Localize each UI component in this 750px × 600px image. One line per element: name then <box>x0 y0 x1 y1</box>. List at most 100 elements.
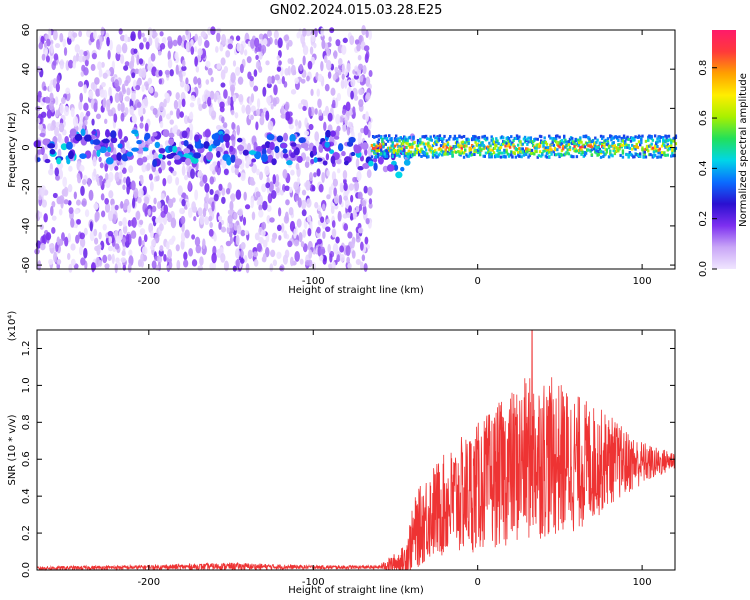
heatmap-cell <box>310 88 314 97</box>
heatmap-cell <box>50 43 54 54</box>
heatmap-cell <box>70 243 76 251</box>
heatmap-cell <box>587 148 590 152</box>
heatmap-cell <box>209 221 213 229</box>
heatmap-cell <box>341 73 345 80</box>
heatmap-cell <box>168 238 175 245</box>
heatmap-cell <box>650 142 653 146</box>
heatmap-cell <box>247 156 252 165</box>
heatmap-cell <box>184 229 190 239</box>
heatmap-cell <box>164 69 170 75</box>
heatmap-cell <box>160 160 166 171</box>
heatmap-cell <box>666 153 670 157</box>
heatmap-cell <box>317 73 323 82</box>
heatmap-cell <box>650 135 653 139</box>
heatmap-cell <box>278 234 282 241</box>
heatmap-cell <box>90 82 95 90</box>
heatmap-cell <box>194 134 200 142</box>
heatmap-cell <box>286 42 290 51</box>
heatmap-cell <box>357 191 363 200</box>
y-tick-label: 0.6 <box>21 451 32 467</box>
heatmap-cell <box>344 68 348 77</box>
heatmap-cell <box>521 147 524 151</box>
heatmap-cell <box>258 33 264 40</box>
heatmap-cell <box>126 233 130 245</box>
heatmap-cell <box>119 54 125 64</box>
heatmap-cell <box>140 253 144 264</box>
heatmap-cell <box>230 154 236 163</box>
heatmap-cell <box>296 155 303 163</box>
heatmap-cell <box>236 42 242 52</box>
heatmap-cell <box>579 136 582 140</box>
heatmap-cell <box>201 103 207 109</box>
heatmap-cell <box>627 137 630 141</box>
heatmap-cell <box>215 165 219 173</box>
heatmap-cell <box>250 93 255 103</box>
heatmap-cell <box>320 216 325 224</box>
heatmap-cell <box>320 27 325 37</box>
heatmap-cell <box>313 172 317 178</box>
heatmap-cell <box>108 171 114 183</box>
heatmap-cell <box>373 143 376 147</box>
heatmap-cell <box>94 237 99 245</box>
heatmap-cell <box>159 31 164 37</box>
heatmap-cell <box>328 186 332 197</box>
heatmap-cell <box>108 86 112 98</box>
heatmap-cell <box>92 139 101 146</box>
heatmap-cell <box>458 135 461 139</box>
heatmap-cell <box>406 155 409 159</box>
heatmap-cell <box>136 54 140 66</box>
heatmap-cell <box>147 77 153 85</box>
heatmap-cell <box>293 228 297 239</box>
heatmap-cell <box>207 67 213 76</box>
heatmap-cell <box>408 145 412 149</box>
heatmap-cell <box>350 151 356 157</box>
heatmap-cell <box>93 202 99 210</box>
heatmap-cell <box>363 263 368 272</box>
heatmap-cell <box>147 208 151 216</box>
heatmap-cell <box>81 179 87 186</box>
heatmap-cell <box>262 200 268 211</box>
heatmap-cell <box>210 110 217 121</box>
heatmap-cell <box>157 254 163 264</box>
heatmap-cell <box>93 228 98 237</box>
heatmap-cell <box>100 26 105 36</box>
heatmap-cell <box>110 204 116 214</box>
heatmap-cell <box>205 191 209 203</box>
heatmap-cell <box>394 134 398 138</box>
heatmap-cell <box>221 34 227 46</box>
heatmap-cell <box>180 231 186 243</box>
heatmap-cell <box>300 142 309 149</box>
heatmap-cell <box>314 108 318 115</box>
heatmap-cell <box>435 151 438 155</box>
heatmap-cell <box>609 149 612 153</box>
heatmap-cell <box>59 32 64 43</box>
heatmap-cell <box>167 36 172 42</box>
heatmap-cell <box>343 182 348 192</box>
heatmap-cell <box>244 204 251 210</box>
heatmap-cell <box>104 198 109 205</box>
heatmap-cell <box>187 180 192 191</box>
heatmap-cell <box>236 137 243 143</box>
heatmap-cell <box>55 109 59 118</box>
heatmap-cell <box>255 121 259 131</box>
heatmap-cell <box>308 172 313 182</box>
heatmap-cell <box>582 135 585 139</box>
heatmap-cell <box>365 111 369 122</box>
heatmap-cell <box>235 66 241 76</box>
heatmap-cell <box>460 135 463 139</box>
heatmap-cell <box>83 67 89 76</box>
heatmap-cell <box>80 257 86 266</box>
heatmap-cell <box>167 58 173 69</box>
heatmap-cell <box>367 146 373 158</box>
snr-y-label: SNR (10 * v/v) <box>7 414 18 485</box>
heatmap-cell <box>607 144 611 148</box>
heatmap-cell <box>180 215 186 225</box>
heatmap-cell <box>332 73 337 81</box>
heatmap-cell <box>83 247 88 259</box>
heatmap-cell <box>525 152 528 156</box>
heatmap-cell <box>329 253 333 263</box>
heatmap-cell <box>240 229 246 237</box>
heatmap-cell <box>380 152 383 156</box>
heatmap-cell <box>132 197 136 209</box>
heatmap-cell <box>535 150 538 154</box>
